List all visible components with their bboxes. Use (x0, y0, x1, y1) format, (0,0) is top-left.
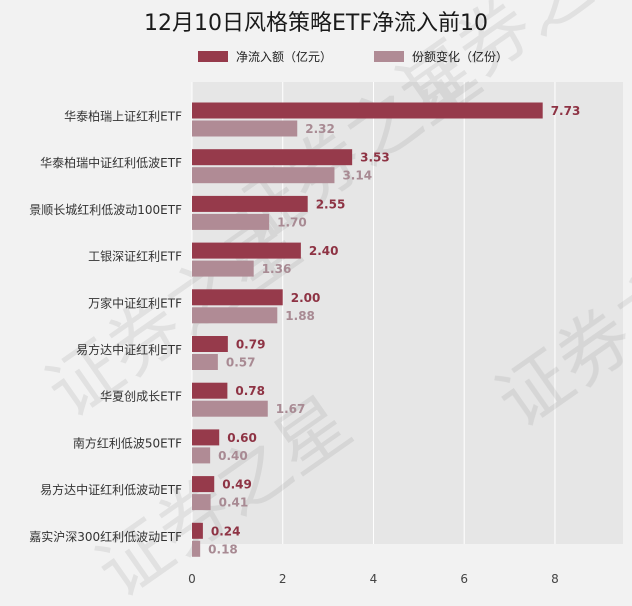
bar (192, 400, 268, 417)
x-axis-ticks: 0 2 4 6 8 (188, 572, 559, 586)
bar (192, 213, 270, 230)
legend-label: 净流入额（亿元） (236, 49, 332, 64)
data-label: 0.18 (208, 542, 238, 556)
bar (192, 120, 298, 137)
category-label: 易方达中证红利低波动ETF (40, 482, 182, 497)
bar (192, 289, 283, 306)
category-label: 南方红利低波50ETF (73, 435, 182, 450)
data-label: 7.73 (551, 104, 581, 118)
data-label: 0.60 (227, 431, 257, 445)
bar (192, 336, 228, 352)
data-label: 0.57 (226, 356, 256, 370)
bar (192, 102, 543, 119)
data-label: 2.40 (309, 244, 339, 258)
category-label: 华泰柏瑞上证红利ETF (64, 109, 182, 124)
bar (192, 522, 203, 539)
bar (192, 476, 215, 493)
bar (192, 307, 278, 324)
category-label: 万家中证红利ETF (88, 295, 182, 310)
bar (192, 382, 228, 399)
legend: 净流入额（亿元） 份额变化（亿份） (198, 49, 508, 64)
data-label: 1.36 (262, 262, 292, 276)
category-label: 华夏创成长ETF (100, 390, 182, 404)
bar (192, 149, 353, 166)
data-label: 0.24 (211, 524, 241, 538)
data-label: 2.55 (316, 197, 346, 211)
x-tick-label: 4 (370, 572, 378, 586)
legend-swatch (198, 51, 228, 62)
legend-swatch (374, 51, 404, 62)
data-label: 1.67 (276, 402, 306, 416)
chart-title: 12月10日风格策略ETF净流入前10 (144, 11, 488, 36)
legend-label: 份额变化（亿份） (412, 49, 508, 64)
bar (192, 447, 211, 464)
bar (192, 354, 218, 370)
bar (192, 242, 301, 259)
data-label: 0.49 (222, 478, 252, 492)
data-label: 0.40 (218, 449, 248, 463)
category-label: 易方达中证红利ETF (76, 342, 182, 357)
x-tick-label: 0 (188, 572, 196, 586)
bar (192, 195, 308, 212)
data-label: 0.78 (235, 384, 265, 398)
bar (192, 167, 335, 184)
data-label: 3.14 (342, 169, 372, 183)
data-label: 3.53 (360, 151, 390, 165)
category-label: 景顺长城红利低波动100ETF (29, 202, 182, 217)
category-label: 嘉实沪深300红利低波动ETF (29, 529, 182, 544)
x-tick-label: 2 (279, 572, 287, 586)
data-label: 2.32 (305, 122, 335, 136)
bar (192, 429, 220, 446)
bar (192, 260, 254, 277)
x-tick-label: 8 (551, 572, 559, 586)
bar (192, 540, 201, 557)
category-label: 华泰柏瑞中证红利低波ETF (40, 155, 182, 170)
bar (192, 494, 211, 511)
data-label: 2.00 (291, 291, 321, 305)
x-tick-label: 6 (460, 572, 468, 586)
bars: 7.73 2.32 3.53 3.14 2.55 1.70 2.40 1.36 2.00 1.88… (192, 102, 581, 557)
data-label: 0.41 (219, 496, 249, 510)
category-label: 工银深证红利ETF (88, 249, 182, 264)
data-label: 1.70 (277, 215, 307, 229)
category-labels: 华泰柏瑞上证红利ETF 华泰柏瑞中证红利低波ETF 景顺长城红利低波动100ETF 工… (29, 109, 182, 544)
data-label: 0.79 (236, 338, 266, 352)
data-label: 1.88 (285, 309, 315, 323)
